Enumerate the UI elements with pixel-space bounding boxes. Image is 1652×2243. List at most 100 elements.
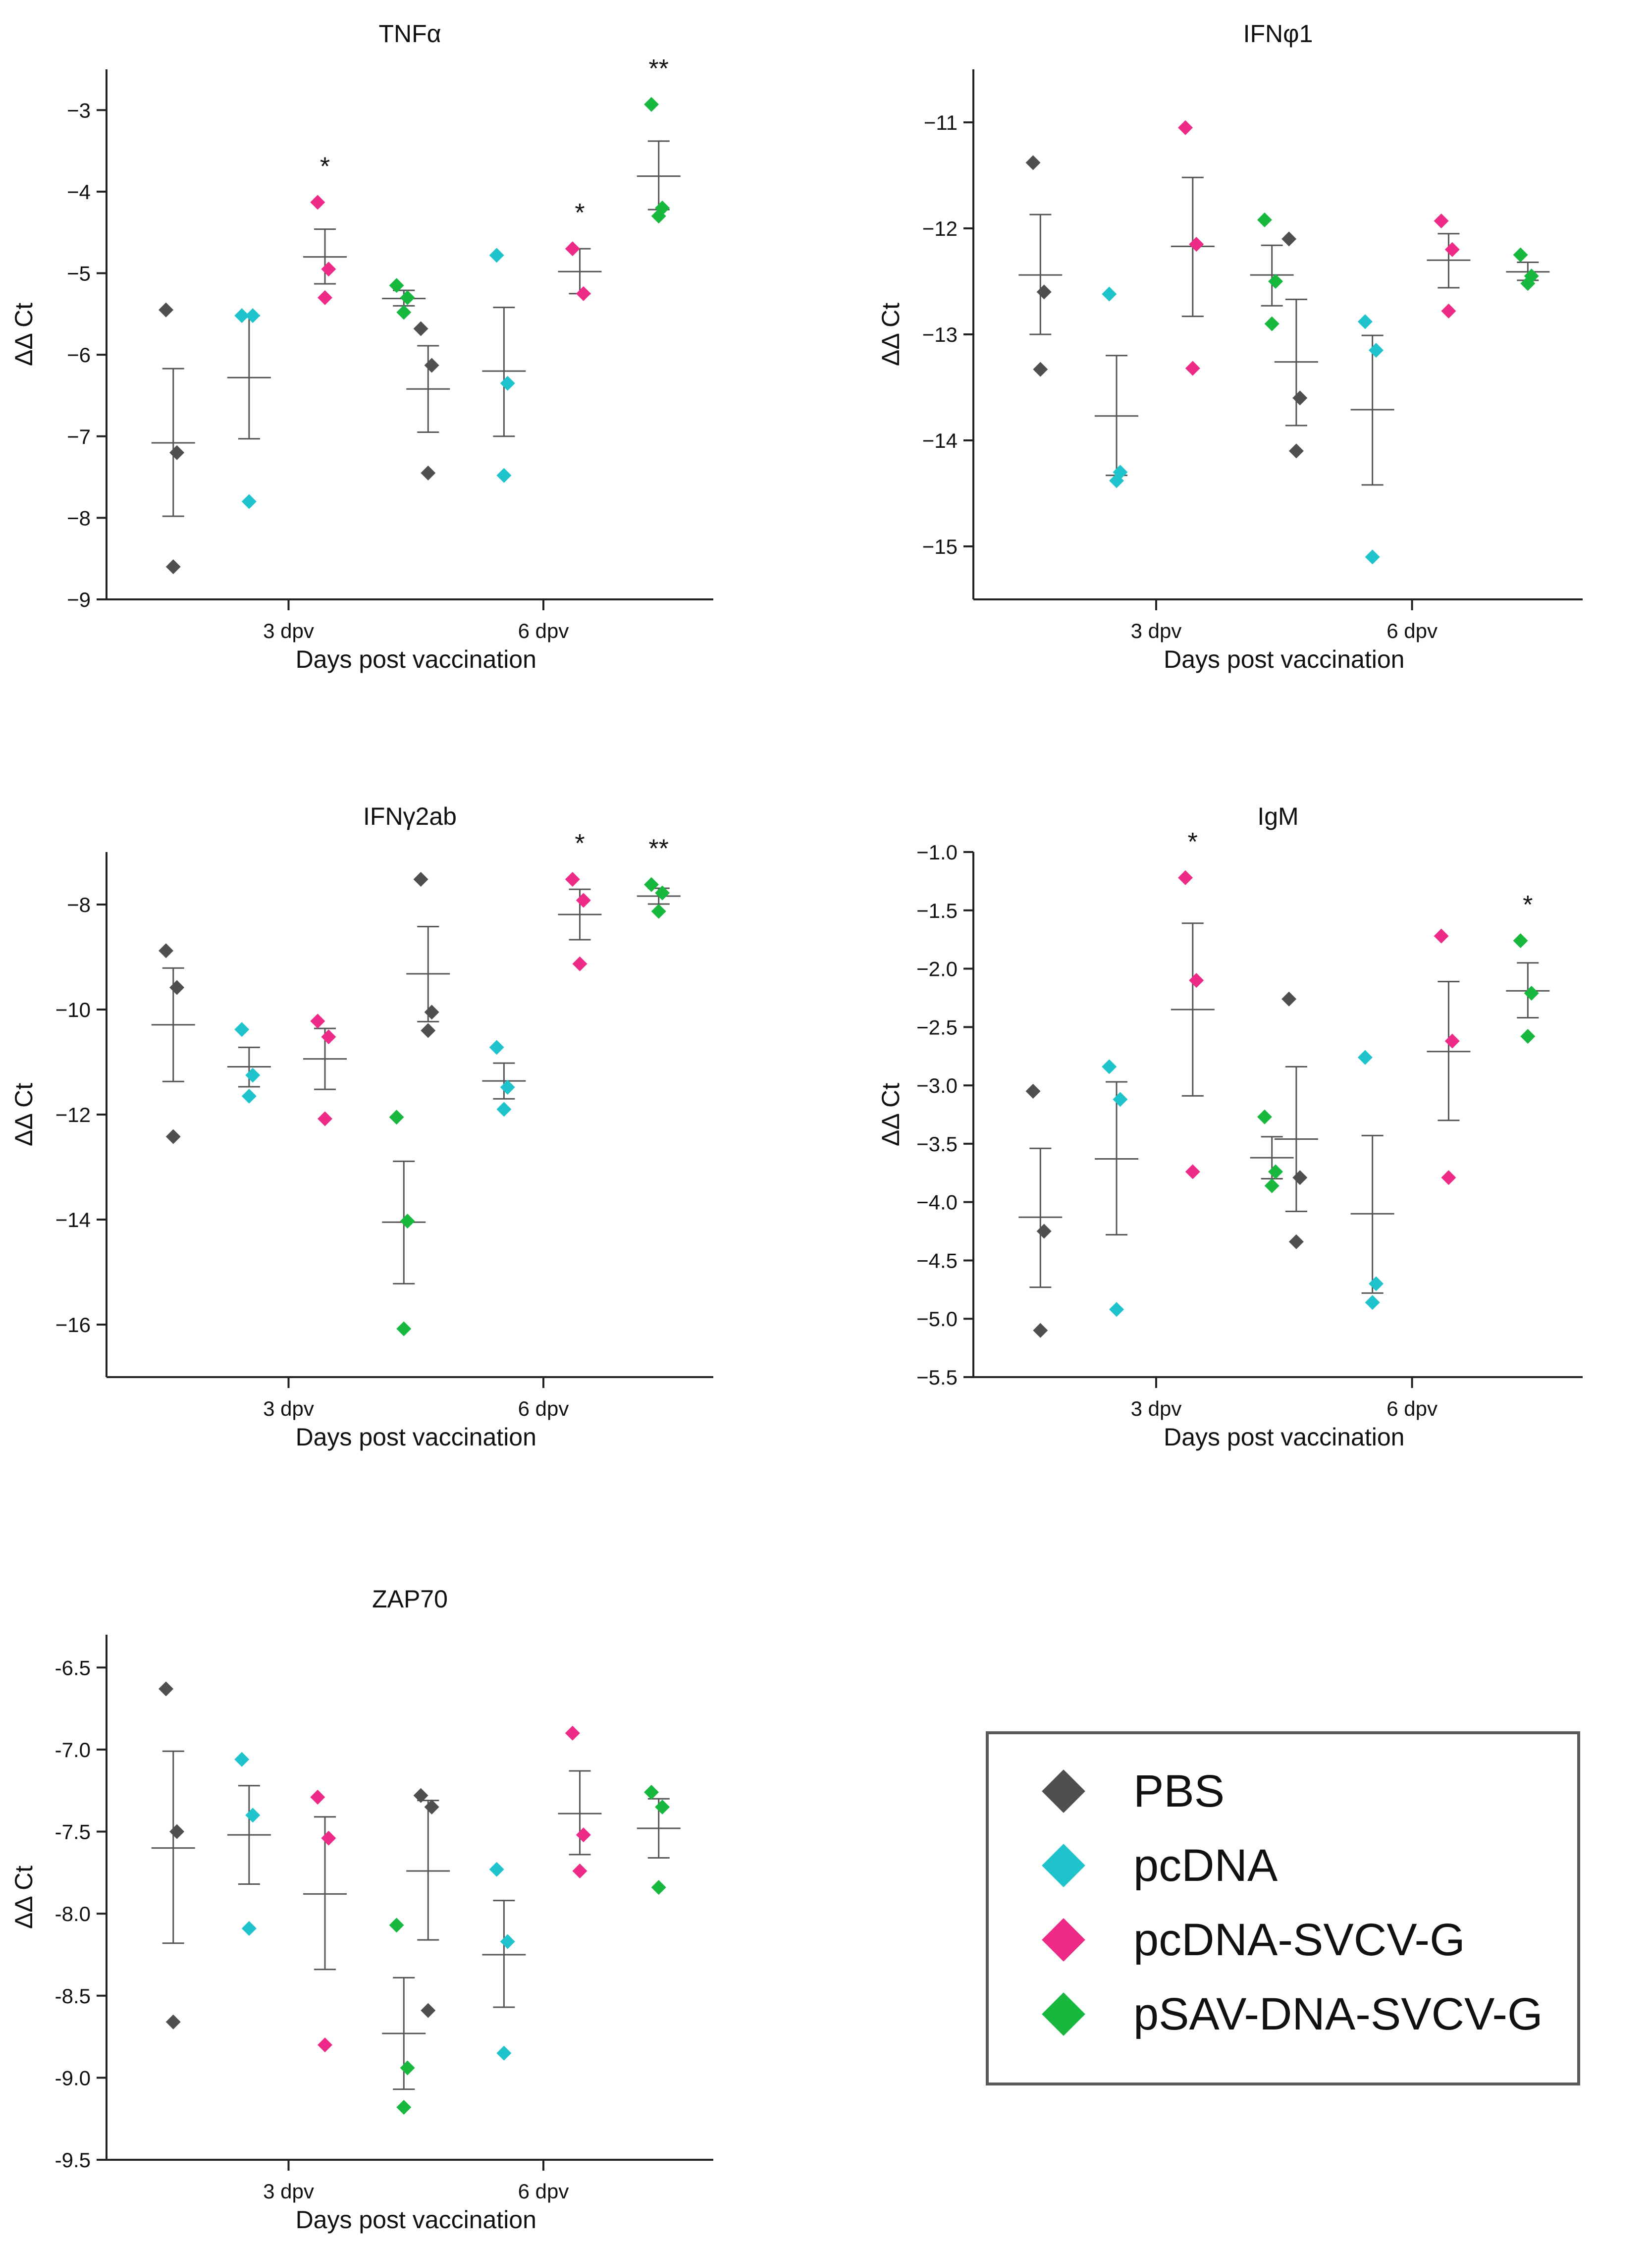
data-point [310, 1789, 325, 1805]
chart-ifn-2ab: IFNγ2ab −16 −14 −12 −10 −8 3 dpv 6 dpv Days post… [10, 802, 713, 1451]
significance-mark: * [1188, 828, 1198, 856]
x-tick-label: 3 dpv [1131, 1397, 1182, 1420]
y-tick-label: −5 [67, 262, 91, 285]
legend-label: pcDNA [1133, 1840, 1278, 1891]
y-tick-label: −8 [67, 506, 91, 530]
y-tick-label: -8.5 [55, 1984, 91, 2008]
group-psav-dna-svcv-g-6-dpv: ** [637, 54, 681, 224]
y-tick-label: −13 [922, 323, 958, 346]
group-pcdna-6-dpv [482, 1862, 526, 2061]
group-pcdna-3-dpv [1095, 1059, 1139, 1317]
data-point [396, 305, 412, 320]
chart-tnf: TNFα −9 −8 −7 −6 −5 −4 −3 3 dpv 6 dpv Days post va… [10, 20, 713, 673]
group-pcdna-svcv-g-6-dpv [1427, 928, 1471, 1185]
legend-marker-pcdna-svcv-g [1042, 1918, 1085, 1962]
x-tick-label: 6 dpv [1386, 619, 1438, 642]
x-tick-label: 6 dpv [1386, 1397, 1438, 1420]
legend-marker-psav-dna-svcv-g [1042, 1992, 1085, 2036]
group-pbs-6-dpv [1274, 991, 1318, 1249]
group-pcdna-3-dpv [1095, 286, 1139, 488]
data-point [1520, 1029, 1536, 1044]
data-point [1268, 274, 1283, 289]
data-point [1036, 284, 1052, 300]
group-pcdna-svcv-g-3-dpv: * [1171, 828, 1215, 1179]
group-pbs-6-dpv [1274, 231, 1318, 459]
data-point [389, 1110, 404, 1125]
y-tick-label: −14 [55, 1208, 91, 1231]
group-pcdna-6-dpv [1350, 1050, 1394, 1310]
group-pbs-6-dpv [406, 1788, 450, 2018]
y-tick-label: −10 [55, 998, 91, 1021]
y-tick-label: −15 [922, 535, 958, 558]
group-pbs-3-dpv [151, 943, 195, 1144]
data-point [1185, 1164, 1200, 1179]
data-point [1113, 1092, 1128, 1107]
data-point [424, 1799, 439, 1815]
y-tick-label: -8.0 [55, 1902, 91, 1925]
data-point [1281, 991, 1297, 1007]
data-point [1189, 973, 1204, 988]
data-point [400, 1214, 415, 1229]
data-point [234, 1022, 250, 1037]
data-point [644, 1785, 659, 1800]
chart-title: ZAP70 [372, 1585, 448, 1613]
data-point [500, 375, 515, 391]
data-point [565, 1725, 580, 1741]
group-pbs-3-dpv [1018, 155, 1063, 377]
data-point [169, 980, 185, 995]
y-tick-label: −6 [67, 343, 91, 367]
data-point [1444, 1033, 1460, 1049]
data-point [1109, 473, 1124, 488]
significance-mark: ** [649, 54, 669, 83]
x-tick-label: 6 dpv [518, 619, 569, 642]
data-point [572, 956, 587, 971]
group-psav-dna-svcv-g-3-dpv [382, 278, 426, 320]
data-point [1185, 361, 1200, 376]
data-point [1365, 1295, 1380, 1310]
legend-item-psav-dna-svcv-g: pSAV-DNA-SVCV-G [1042, 1984, 1543, 2044]
data-point [413, 1788, 428, 1803]
group-pcdna-3-dpv [227, 1752, 271, 1936]
x-axis-label: Days post vaccination [296, 2206, 536, 2234]
group-pcdna-svcv-g-3-dpv [1171, 120, 1215, 376]
group-psav-dna-svcv-g-3-dpv [382, 1918, 426, 2115]
data-point [424, 1005, 439, 1020]
data-point [576, 1827, 591, 1843]
chart-zap70: ZAP70 -9.5 -9.0 -8.5 -8.0 -7.5 -7.0 -6.5 3 dpv 6 … [10, 1585, 713, 2234]
data-point [1025, 1083, 1041, 1099]
significance-mark: * [1523, 891, 1533, 919]
data-point [496, 2045, 512, 2061]
x-axis-label: Days post vaccination [296, 645, 536, 673]
legend-marker-pcdna [1042, 1844, 1085, 1887]
data-point [165, 2014, 181, 2029]
x-axis-label: Days post vaccination [1164, 1423, 1404, 1451]
data-point [159, 302, 174, 318]
data-point [1513, 247, 1528, 263]
group-pcdna-svcv-g-6-dpv: * [558, 199, 602, 301]
x-tick-label: 6 dpv [518, 2180, 569, 2203]
group-psav-dna-svcv-g-6-dpv: ** [637, 835, 681, 919]
data-point [1109, 1302, 1124, 1317]
data-point [1025, 155, 1041, 170]
y-tick-label: −11 [924, 111, 958, 134]
y-axis-label: ΔΔ Ct [877, 303, 905, 366]
data-point [1292, 390, 1308, 406]
group-pbs-3-dpv [1018, 1083, 1063, 1338]
legend-label: pcDNA-SVCV-G [1133, 1914, 1465, 1965]
data-point [169, 1824, 185, 1839]
data-point [1444, 242, 1460, 257]
data-point [318, 1111, 332, 1126]
y-axis-label: ΔΔ Ct [10, 1083, 38, 1146]
group-pcdna-svcv-g-6-dpv [1427, 214, 1471, 319]
chart-title: IgM [1257, 802, 1298, 830]
significance-mark: * [575, 199, 585, 227]
legend-label: pSAV-DNA-SVCV-G [1133, 1988, 1543, 2039]
y-tick-label: -9.5 [55, 2148, 91, 2172]
group-pbs-6-dpv [406, 872, 450, 1038]
y-tick-label: −3 [67, 99, 91, 122]
chart-panels: TNFα −9 −8 −7 −6 −5 −4 −3 3 dpv 6 dpv Days post va… [10, 20, 1583, 2234]
data-point [321, 1029, 336, 1045]
data-point [565, 872, 580, 887]
legend-label: PBS [1133, 1765, 1225, 1816]
data-point [1513, 933, 1528, 949]
